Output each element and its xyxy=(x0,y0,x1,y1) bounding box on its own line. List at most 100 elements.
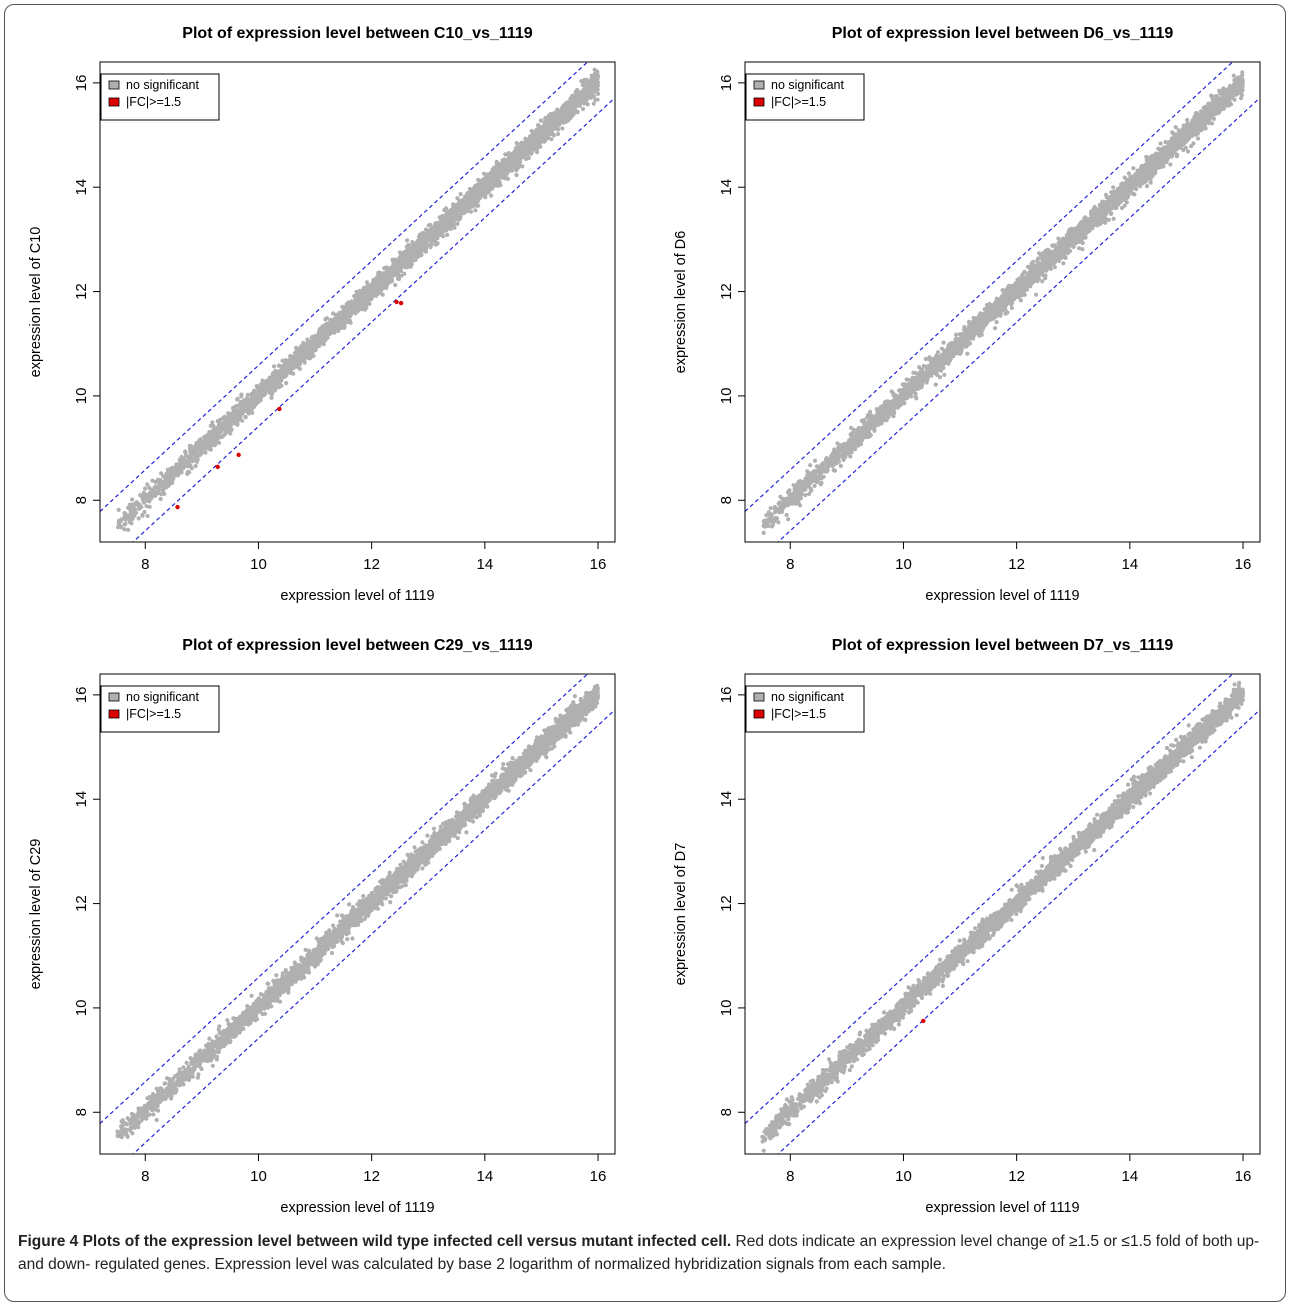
point-no-significant xyxy=(483,194,487,198)
point-no-significant xyxy=(514,173,518,177)
point-no-significant xyxy=(339,325,343,329)
point-no-significant xyxy=(407,259,411,263)
point-no-significant xyxy=(446,217,450,221)
point-no-significant xyxy=(524,152,528,156)
point-no-significant xyxy=(298,362,302,366)
point-significant xyxy=(399,301,403,305)
point-no-significant xyxy=(464,194,468,198)
point-no-significant xyxy=(152,492,156,496)
point-no-significant xyxy=(229,424,233,428)
point-no-significant xyxy=(117,508,121,512)
point-no-significant xyxy=(150,479,154,483)
point-no-significant xyxy=(199,437,203,441)
legend-label: no significant xyxy=(126,78,199,92)
point-no-significant xyxy=(581,88,585,92)
point-no-significant xyxy=(386,271,390,275)
point-no-significant xyxy=(137,516,141,520)
point-no-significant xyxy=(210,420,214,424)
point-no-significant xyxy=(224,423,228,427)
point-no-significant xyxy=(247,403,251,407)
point-no-significant xyxy=(266,382,270,386)
point-no-significant xyxy=(417,247,421,251)
point-no-significant xyxy=(301,341,305,345)
point-no-significant xyxy=(297,347,301,351)
point-no-significant xyxy=(514,160,518,164)
point-no-significant xyxy=(1034,293,1038,297)
point-no-significant xyxy=(185,472,189,476)
point-no-significant xyxy=(489,172,493,176)
point-no-significant xyxy=(515,141,519,145)
point-no-significant xyxy=(351,310,355,314)
point-no-significant xyxy=(444,224,448,228)
point-no-significant xyxy=(307,353,311,357)
point-no-significant xyxy=(241,411,245,415)
point-no-significant xyxy=(237,415,241,419)
point-no-significant xyxy=(435,225,439,229)
point-no-significant xyxy=(593,98,597,102)
point-no-significant xyxy=(538,145,542,149)
point-no-significant xyxy=(524,148,528,152)
series-no-significant xyxy=(762,70,1245,535)
point-no-significant xyxy=(529,150,533,154)
point-no-significant xyxy=(304,347,308,351)
point-no-significant xyxy=(302,359,306,363)
point-no-significant xyxy=(142,501,146,505)
point-no-significant xyxy=(340,311,344,315)
point-no-significant xyxy=(183,449,187,453)
point-no-significant xyxy=(444,206,448,210)
point-no-significant xyxy=(130,497,134,501)
point-no-significant xyxy=(123,522,127,526)
point-no-significant xyxy=(381,281,385,285)
point-no-significant xyxy=(593,68,597,72)
point-no-significant xyxy=(563,119,567,123)
point-no-significant xyxy=(418,254,422,258)
point-no-significant xyxy=(148,505,152,509)
point-no-significant xyxy=(594,84,598,88)
point-no-significant xyxy=(473,208,477,212)
point-no-significant xyxy=(381,293,385,297)
point-no-significant xyxy=(341,319,345,323)
point-no-significant xyxy=(524,139,528,143)
point-no-significant xyxy=(287,368,291,372)
point-no-significant xyxy=(317,340,321,344)
point-no-significant xyxy=(417,235,421,239)
point-no-significant xyxy=(474,187,478,191)
point-no-significant xyxy=(184,454,188,458)
point-no-significant xyxy=(495,160,499,164)
point-no-significant xyxy=(195,458,199,462)
point-no-significant xyxy=(194,453,198,457)
point-no-significant xyxy=(211,436,215,440)
point-no-significant xyxy=(140,495,144,499)
point-no-significant xyxy=(566,101,570,105)
point-no-significant xyxy=(414,244,418,248)
point-no-significant xyxy=(481,189,485,193)
point-no-significant xyxy=(389,266,393,270)
chart-svg: Plot of expression level between D6_vs_1… xyxy=(645,0,1285,610)
point-no-significant xyxy=(492,184,496,188)
point-no-significant xyxy=(289,355,293,359)
point-no-significant xyxy=(552,121,556,125)
point-no-significant xyxy=(126,528,130,532)
point-no-significant xyxy=(482,172,486,176)
point-no-significant xyxy=(813,459,817,463)
point-no-significant xyxy=(176,463,180,467)
point-no-significant xyxy=(570,94,574,98)
point-no-significant xyxy=(233,409,237,413)
point-no-significant xyxy=(552,133,556,137)
point-no-significant xyxy=(218,423,222,427)
point-no-significant xyxy=(328,321,332,325)
point-no-significant xyxy=(235,397,239,401)
point-no-significant xyxy=(494,170,498,174)
x-axis-label: expression level of 1119 xyxy=(280,588,434,604)
point-no-significant xyxy=(455,222,459,226)
point-no-significant xyxy=(283,375,287,379)
point-no-significant xyxy=(206,433,210,437)
point-no-significant xyxy=(272,364,276,368)
y-tick-label: 12 xyxy=(73,283,90,300)
point-no-significant xyxy=(277,363,281,367)
point-no-significant xyxy=(1240,70,1244,74)
point-no-significant xyxy=(560,126,564,130)
point-no-significant xyxy=(520,147,524,151)
point-no-significant xyxy=(502,175,506,179)
y-axis-label: expression level of C10 xyxy=(28,227,44,378)
